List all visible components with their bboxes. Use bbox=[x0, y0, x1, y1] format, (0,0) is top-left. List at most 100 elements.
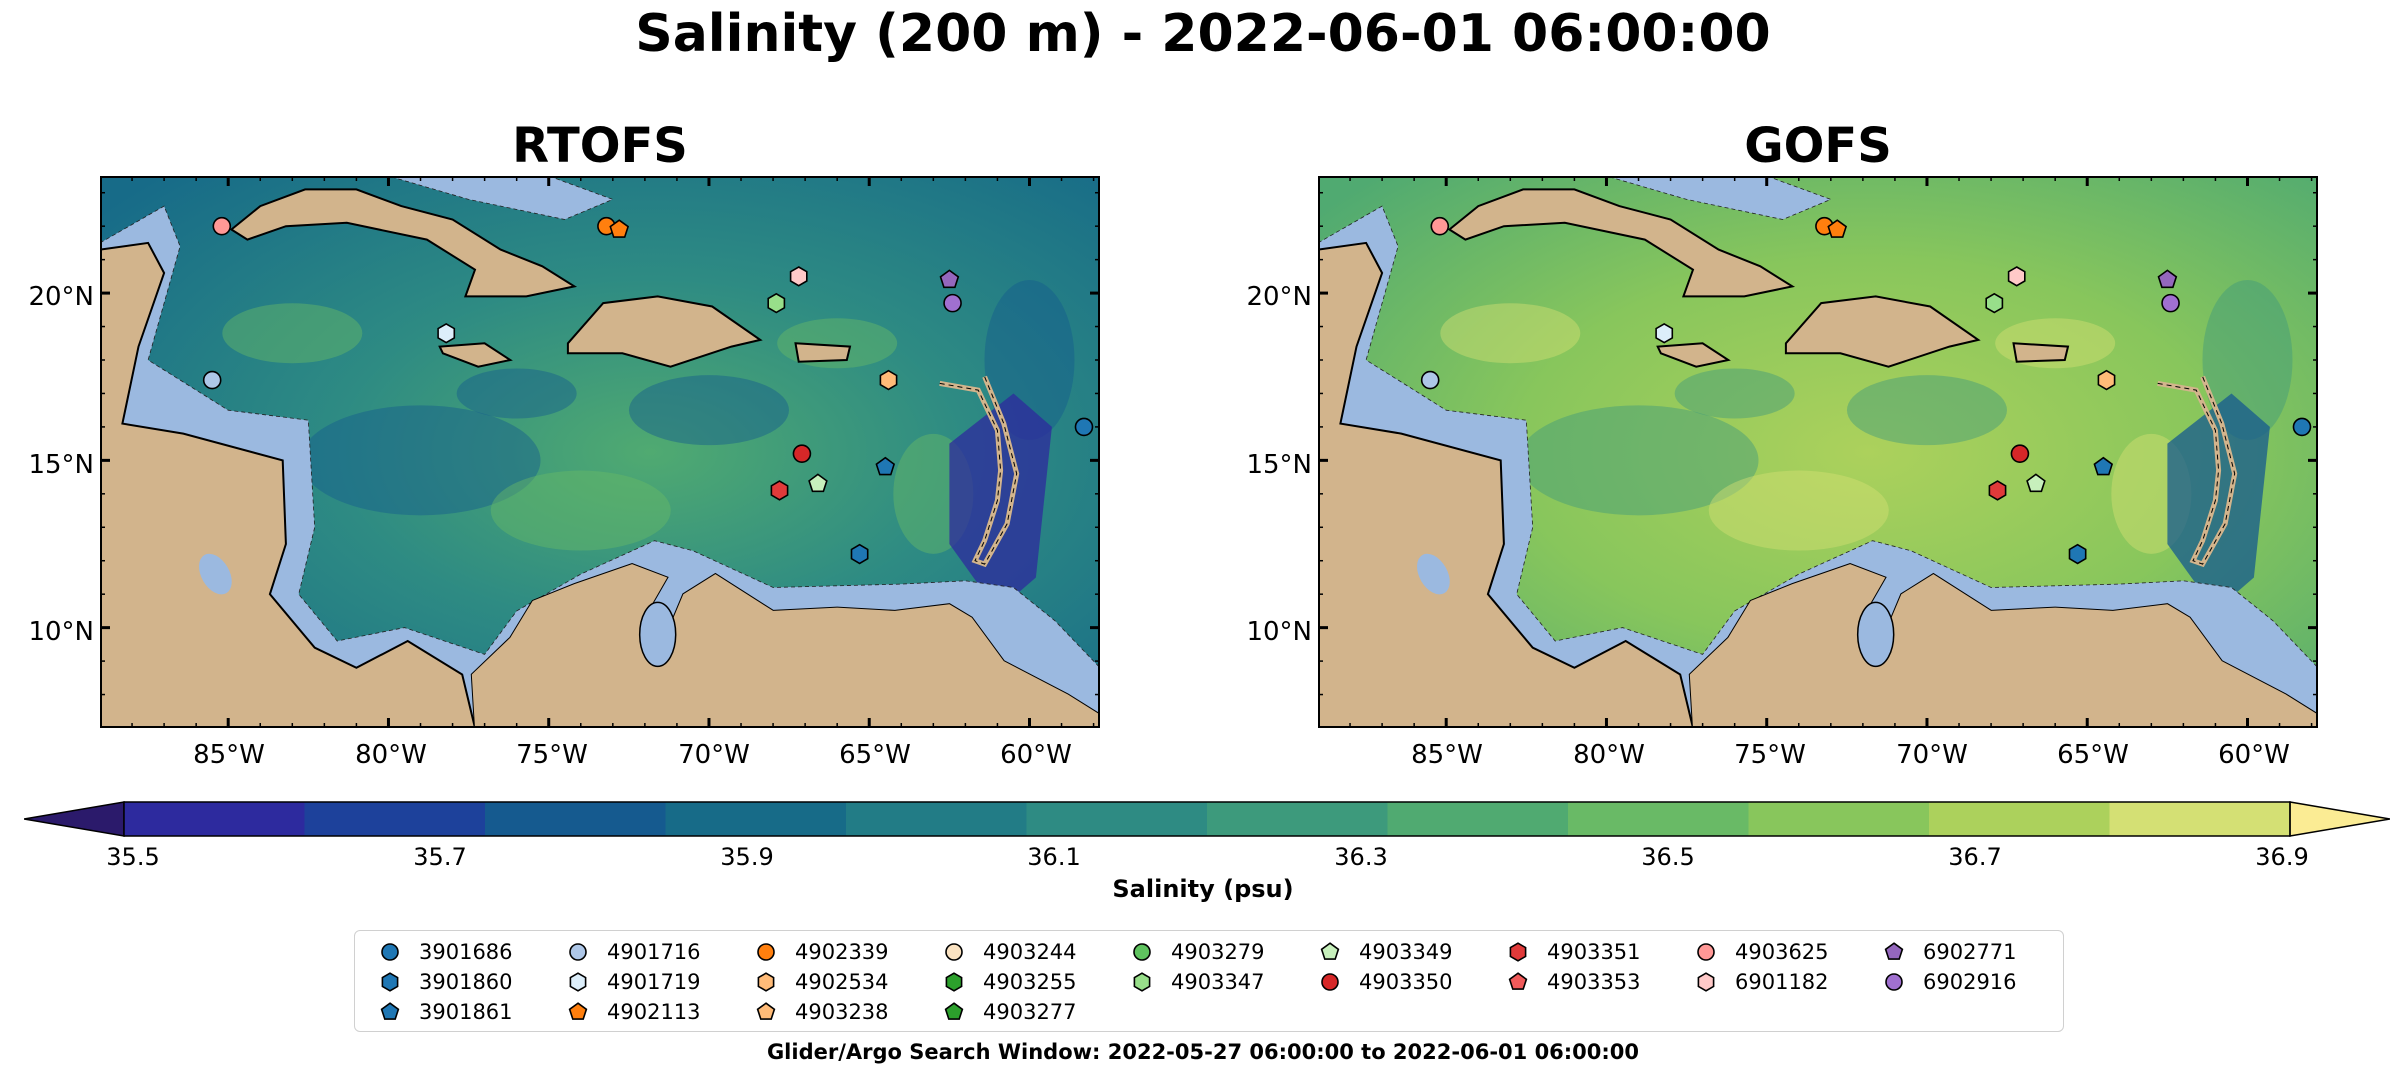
hispaniola-land bbox=[566, 295, 763, 368]
gofs-lon-label-70w: 70°W bbox=[1896, 740, 1968, 770]
colorbar-tick: 35.5 bbox=[106, 843, 160, 871]
legend-marker bbox=[756, 1002, 776, 1020]
colorbar-bin bbox=[665, 802, 847, 836]
float-marker bbox=[1985, 292, 2004, 314]
colorbar-tick: 36.3 bbox=[1334, 843, 1388, 871]
legend-label: 4903238 bbox=[795, 1000, 889, 1024]
legend-item: 4903255 bbox=[943, 967, 1077, 997]
colorbar-tick: 36.7 bbox=[1948, 843, 2002, 871]
float-marker bbox=[1430, 216, 1450, 236]
legend-item: 4903350 bbox=[1319, 967, 1453, 997]
gofs-lon-label-75w: 75°W bbox=[1734, 740, 1806, 770]
legend-item: 4903349 bbox=[1319, 937, 1453, 967]
rtofs-map bbox=[100, 176, 1100, 728]
float-marker bbox=[1655, 322, 1674, 344]
legend-item: 4903238 bbox=[755, 997, 889, 1027]
legend-item: 6901182 bbox=[1695, 967, 1829, 997]
legend-marker bbox=[381, 943, 399, 961]
cuba-land bbox=[229, 188, 578, 298]
jamaica-land bbox=[1656, 342, 1731, 368]
float-marker bbox=[1074, 417, 1094, 437]
float-marker bbox=[875, 456, 896, 476]
eddy-shading bbox=[456, 368, 577, 419]
legend-marker bbox=[944, 1002, 964, 1020]
rtofs-lon-label-70w: 70°W bbox=[678, 740, 750, 770]
colorbar-bin bbox=[1568, 802, 1749, 836]
colorbar-bin bbox=[846, 802, 1027, 836]
eddy-shading bbox=[1846, 375, 2007, 446]
legend-item: 4903353 bbox=[1507, 967, 1641, 997]
south-america-fill bbox=[471, 564, 1100, 728]
float-marker bbox=[1420, 370, 1440, 390]
float-marker bbox=[850, 543, 869, 565]
float-marker bbox=[2007, 266, 2026, 287]
colorbar-tick: 35.7 bbox=[413, 843, 467, 871]
legend-label: 6902771 bbox=[1923, 940, 2017, 964]
gofs-panel-title: GOFS bbox=[1744, 118, 1892, 174]
map-frame bbox=[100, 176, 1100, 728]
legend-marker bbox=[381, 972, 399, 992]
float-marker bbox=[792, 444, 812, 463]
legend-item: 4903244 bbox=[943, 937, 1077, 967]
float-marker bbox=[2157, 269, 2178, 289]
colorbar-tick: 36.9 bbox=[2255, 843, 2309, 871]
colorbar-outline bbox=[123, 801, 2291, 837]
legend-item: 4901716 bbox=[567, 937, 701, 967]
eddy-shading bbox=[490, 470, 671, 551]
legend-label: 4903351 bbox=[1547, 940, 1641, 964]
float-marker bbox=[939, 269, 960, 289]
shelf-area bbox=[1318, 205, 2318, 728]
colorbar-overflow-arrow bbox=[2289, 801, 2391, 837]
search-window-note: Glider/Argo Search Window: 2022-05-27 06… bbox=[766, 1040, 1640, 1064]
legend-marker bbox=[1133, 972, 1151, 992]
colorbar-bin bbox=[304, 802, 486, 836]
colorbar-tick: 35.9 bbox=[720, 843, 774, 871]
jamaica-land bbox=[438, 342, 513, 368]
legend-item: 4901719 bbox=[567, 967, 701, 997]
colorbar-label: Salinity (psu) bbox=[1112, 875, 1294, 903]
float-marker bbox=[1827, 219, 1848, 238]
legend-label: 4903625 bbox=[1735, 940, 1829, 964]
rtofs-lon-label-60w: 60°W bbox=[1000, 740, 1072, 770]
legend-label: 4903350 bbox=[1359, 970, 1453, 994]
legend-item: 4902339 bbox=[755, 937, 889, 967]
legend-item: 4903351 bbox=[1507, 937, 1641, 967]
legend-marker bbox=[1885, 973, 1903, 991]
legend-item: 4903347 bbox=[1131, 967, 1265, 997]
float-marker bbox=[770, 480, 789, 501]
lesser-antilles-outline bbox=[939, 376, 1018, 565]
legend-marker bbox=[1321, 973, 1339, 991]
legend-marker bbox=[380, 1002, 400, 1020]
lake-maracaibo bbox=[1856, 601, 1895, 668]
rtofs-lon-label-85w: 85°W bbox=[193, 740, 265, 770]
legend-label: 4903279 bbox=[1171, 940, 1265, 964]
gofs-lat-label-15n: 15°N bbox=[1246, 450, 1312, 480]
float-marker bbox=[789, 266, 808, 287]
colorbar-bin bbox=[1387, 802, 1569, 836]
eddy-shading bbox=[1674, 368, 1795, 419]
legend-item: 4902534 bbox=[755, 967, 889, 997]
float-marker bbox=[943, 293, 962, 313]
legend-item: 3901861 bbox=[379, 997, 513, 1027]
legend-marker bbox=[1133, 943, 1151, 961]
eddy-shading bbox=[222, 303, 363, 364]
float-marker bbox=[879, 369, 898, 391]
map-frame bbox=[1318, 176, 2318, 728]
legend-marker bbox=[568, 1002, 588, 1020]
legend-item: 4903279 bbox=[1131, 937, 1265, 967]
gofs-lat-label-20n: 20°N bbox=[1246, 282, 1312, 312]
eddy-shading bbox=[1708, 470, 1889, 551]
eddy-shading bbox=[1518, 405, 1759, 516]
rtofs-lon-label-75w: 75°W bbox=[516, 740, 588, 770]
lake-maracaibo bbox=[638, 601, 677, 668]
legend-marker bbox=[757, 943, 775, 961]
rtofs-lat-label-15n: 15°N bbox=[28, 450, 94, 480]
legend-marker bbox=[1508, 972, 1528, 990]
float-marker bbox=[2292, 417, 2312, 437]
colorbar-bin bbox=[1748, 802, 1930, 836]
rtofs-lon-label-80w: 80°W bbox=[355, 740, 427, 770]
legend-item: 4903625 bbox=[1695, 937, 1829, 967]
legend-label: 3901860 bbox=[419, 970, 513, 994]
legend-label: 4902339 bbox=[795, 940, 889, 964]
legend-label: 6902916 bbox=[1923, 970, 2017, 994]
